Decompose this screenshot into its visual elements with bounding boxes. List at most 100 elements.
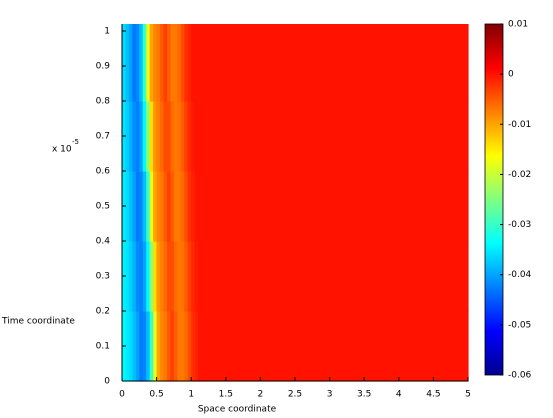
heatmap-cell [184,241,189,312]
heatmap-cell [149,101,154,172]
x-tick-label: 5 [465,390,471,400]
heatmap-cell [191,241,196,312]
heatmap-cell [180,241,185,312]
x-tick-label: 2.5 [288,390,302,400]
heatmap-cell [180,171,185,242]
y-exponent: -5 [72,138,79,146]
heatmap-cell [132,311,137,382]
y-tick-label: 0 [104,377,110,387]
heatmap-cell [132,24,137,102]
heatmap-cell [160,171,165,242]
heatmap-cell [194,171,199,242]
heatmap-cell [201,171,206,242]
heatmap-cell [166,311,172,382]
heatmap-cell [153,24,158,102]
heatmap-cell [163,311,168,382]
heatmap-cell [170,101,175,172]
heatmap-cell [166,171,172,242]
y-tick-label: 0.5 [96,202,110,212]
heatmap-cell [187,101,192,172]
heatmap-cell [205,101,469,172]
heatmap-cell [125,171,130,242]
heatmap-cell [146,241,151,312]
y-axis-label: Time coordinate [1,317,75,327]
heatmap-cell [128,311,133,382]
heatmap-cell [149,24,154,102]
heatmap-cell [139,101,144,172]
heatmap-cell [191,101,196,172]
colorbar-tick-label: -0.05 [508,320,531,330]
heatmap-cell [156,241,161,312]
x-tick-label: 0.5 [149,390,163,400]
heatmap-cell [198,171,203,242]
colorbar-tick-label: -0.06 [508,371,532,381]
heatmap-cell [139,171,144,242]
heatmap-cell [184,101,189,172]
heatmap-cell [149,311,154,382]
heatmap-cell [153,241,158,312]
heatmap-cell [142,101,147,172]
x-tick-label: 4 [396,390,402,400]
x-tick-label: 3.5 [357,390,371,400]
heatmap-cell [184,311,189,382]
heatmap-cell [125,24,130,102]
heatmap-cell [128,171,133,242]
heatmap-cell [166,241,172,312]
heatmap-cell [163,241,168,312]
heatmap-cell [153,171,158,242]
heatmap-cell [205,171,469,242]
y-tick-label: 0.8 [96,97,111,107]
colorbar-tick-label: -0.04 [508,270,532,280]
heatmap-cell [135,101,140,172]
heatmap-cell [187,171,192,242]
heatmap-cell [160,101,165,172]
y-exponent-base: x 10 [52,145,72,155]
heatmap-cell [205,24,469,102]
heatmap-cell [205,311,469,382]
x-tick-label: 0 [119,390,125,400]
y-tick-label: 0.9 [96,62,111,72]
heatmap-cell [177,241,182,312]
heatmap-cell [128,101,133,172]
heatmap-cell [198,241,203,312]
heatmap-cell [139,241,144,312]
colorbar-tick-label: -0.01 [508,120,531,130]
heatmap-cell [187,24,192,102]
heatmap-cell [170,171,175,242]
x-tick-label: 4.5 [426,390,440,400]
heatmap-cell [139,24,144,102]
heatmap-cell [170,241,175,312]
heatmap-cell [142,241,147,312]
heatmap-cell [132,241,137,312]
x-tick-label: 2 [258,390,264,400]
heatmap-cell [135,24,140,102]
x-axis-label: Space coordinate [198,405,277,415]
heatmap-cell [163,101,168,172]
heatmap-cell [173,171,178,242]
heatmap-cell [132,101,137,172]
heatmap-cell [156,311,161,382]
y-tick-label: 1 [104,27,110,37]
heatmap-cell [177,311,182,382]
heatmap-cell [194,24,199,102]
heatmap-cell [128,24,133,102]
heatmap-cell [184,171,189,242]
heatmap-cell [125,101,130,172]
heatmap-cell [180,311,185,382]
heatmap-cell [139,311,144,382]
heatmap-cell [125,241,130,312]
heatmap-cell [153,311,158,382]
y-tick-label: 0.4 [96,237,111,247]
heatmap [122,24,469,382]
heatmap-cell [173,101,178,172]
colorbar-tick-label: -0.02 [508,170,531,180]
colorbar-tick-label: -0.03 [508,220,531,230]
heatmap-cell [160,311,165,382]
heatmap-cell [177,101,182,172]
heatmap-cell [201,101,206,172]
heatmap-cell [184,24,189,102]
heatmap-cell [173,241,178,312]
heatmap-cell [173,311,178,382]
heatmap-cell [125,311,130,382]
